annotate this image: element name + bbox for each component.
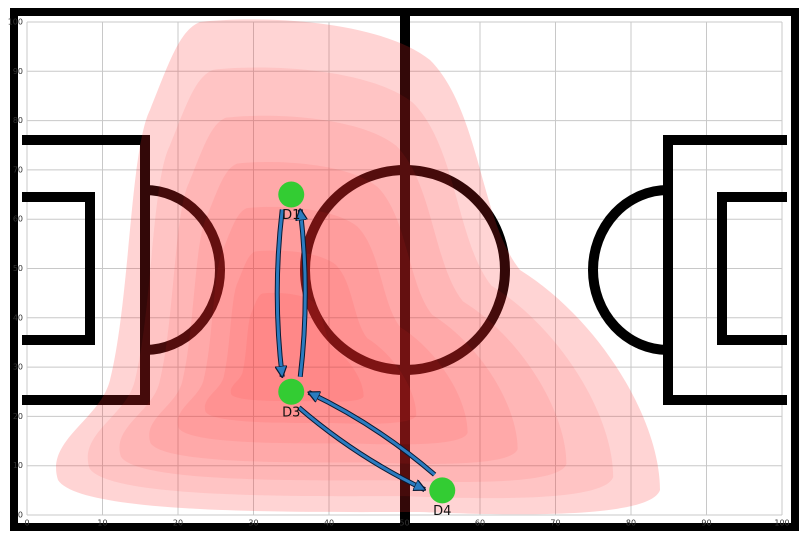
player-node xyxy=(278,181,305,208)
goal-box xyxy=(22,192,95,345)
x-tick-label: 90 xyxy=(701,519,711,528)
y-tick-label: 20 xyxy=(13,412,23,421)
player-label: D1 xyxy=(282,208,300,223)
player-node xyxy=(278,378,305,405)
pass-arrow xyxy=(309,392,436,476)
x-tick-label: 40 xyxy=(324,519,334,528)
x-tick-label: 30 xyxy=(248,519,258,528)
y-tick-label: 80 xyxy=(13,116,23,125)
y-tick-label: 40 xyxy=(13,313,23,322)
penalty-arc xyxy=(588,185,669,355)
player-label: D3 xyxy=(282,405,300,420)
x-tick-label: 70 xyxy=(550,519,560,528)
x-tick-label: 20 xyxy=(173,519,183,528)
x-tick-label: 50 xyxy=(399,519,409,528)
y-tick-label: 10 xyxy=(13,461,23,470)
x-tick-label: 10 xyxy=(97,519,107,528)
y-tick-label: 30 xyxy=(13,363,23,372)
x-tick-label: 80 xyxy=(626,519,636,528)
y-tick-label: 70 xyxy=(13,165,23,174)
player-node xyxy=(429,477,456,504)
edges xyxy=(274,209,437,492)
x-tick-label: 100 xyxy=(774,519,789,528)
pass-arrow xyxy=(297,406,425,489)
pass-arrow xyxy=(300,210,305,377)
player-label: D4 xyxy=(433,504,451,519)
y-tick-label: 60 xyxy=(13,215,23,224)
pass-arrow xyxy=(277,209,282,377)
y-tick-label: 50 xyxy=(13,264,23,273)
penalty-box xyxy=(663,135,787,405)
y-tick-label: 0 xyxy=(18,511,23,520)
y-tick-label: 100 xyxy=(8,18,23,27)
x-tick-label: 60 xyxy=(475,519,485,528)
y-tick-label: 90 xyxy=(13,67,23,76)
x-tick-label: 0 xyxy=(24,519,29,528)
nodes: D1 D3 D4 xyxy=(278,181,456,519)
goal-box xyxy=(717,192,787,345)
